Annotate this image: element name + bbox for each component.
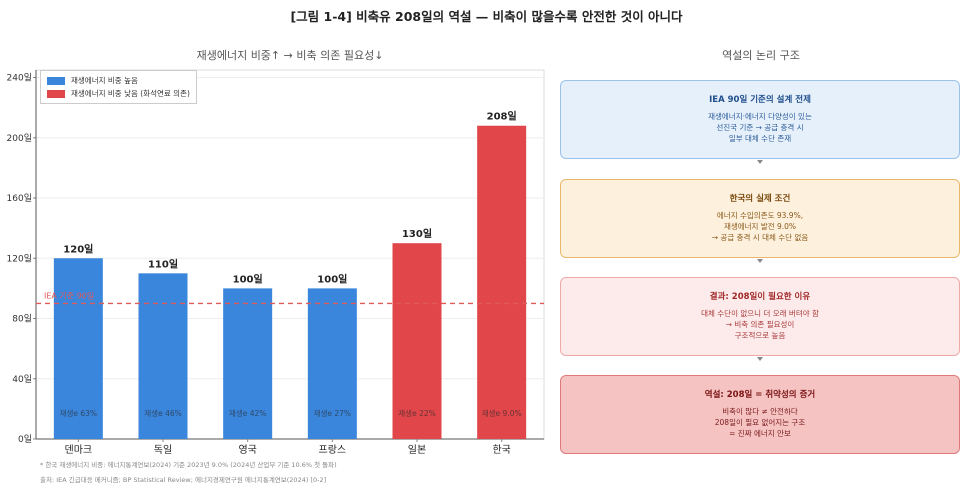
bar xyxy=(477,125,527,439)
legend-item-high: 재생에너지 비중 높음 xyxy=(47,74,190,87)
reference-line-label: IEA 기준 90일 xyxy=(44,291,94,300)
box-design-premise-line: 선진국 기준 → 공급 충격 시 xyxy=(716,123,804,132)
box-paradox: 역설: 208일 = 취약성의 증거 비축이 많다 ≠ 안전하다 208일이 필… xyxy=(560,375,960,454)
arrow-down-icon xyxy=(757,357,763,361)
legend-item-low: 재생에너지 비중 낮음 (화석연료 의존) xyxy=(47,87,190,100)
box-design-premise-line: 일부 대체 수단 존재 xyxy=(728,134,792,143)
bar-value-label: 120일 xyxy=(63,242,93,255)
y-tick-label: 200일 xyxy=(7,133,32,144)
footnote: * 한국 재생에너지 비중: 에너지통계연보(2024) 기준 2023년 9.… xyxy=(40,461,337,469)
x-tick-label: 한국 xyxy=(492,444,510,456)
box-result-line: 대체 수단이 없으니 더 오래 버텨야 함 xyxy=(701,309,819,318)
bar-inner-label: 재생e 9.0% xyxy=(482,408,522,418)
bar xyxy=(307,288,357,439)
box-design-premise-title: IEA 90일 기준의 설계 전제 xyxy=(709,95,811,105)
box-paradox-line: 비축이 많다 ≠ 안전하다 xyxy=(722,407,798,416)
y-tick-label: 120일 xyxy=(7,253,32,264)
bar xyxy=(223,288,273,439)
arrow-down-icon xyxy=(757,160,763,164)
legend-label-high: 재생에너지 비중 높음 xyxy=(71,76,138,85)
x-tick-label: 일본 xyxy=(408,444,426,456)
bar xyxy=(392,243,442,439)
box-paradox-line: 208일이 필요 없어지는 구조 xyxy=(714,418,806,427)
bar-inner-label: 재생e 22% xyxy=(398,408,435,418)
bar-inner-label: 재생e 46% xyxy=(144,408,181,418)
x-tick-label: 독일 xyxy=(154,444,172,456)
figure-title: [그림 1-4] 비축유 208일의 역설 — 비축이 많을수록 안전한 것이 … xyxy=(290,9,683,24)
bar-value-label: 208일 xyxy=(487,110,517,123)
x-tick-label: 덴마크 xyxy=(65,444,93,456)
arrow-down-icon xyxy=(757,259,763,263)
bar xyxy=(138,273,188,439)
legend-swatch-low xyxy=(47,89,65,98)
bar-value-label: 100일 xyxy=(233,272,263,285)
chart-legend: 재생에너지 비중 높음 재생에너지 비중 낮음 (화석연료 의존) xyxy=(40,70,197,104)
x-tick-label: 프랑스 xyxy=(319,444,347,456)
y-tick-label: 40일 xyxy=(12,374,32,385)
y-tick-label: 0일 xyxy=(18,434,32,445)
y-tick-label: 80일 xyxy=(12,314,32,325)
box-design-premise: IEA 90일 기준의 설계 전제 재생에너지·에너지 다양성이 있는 선진국 … xyxy=(560,80,960,159)
box-result: 결과: 208일이 필요한 이유 대체 수단이 없으니 더 오래 버텨야 함 →… xyxy=(560,277,960,356)
box-paradox-line: = 진짜 에너지 안보 xyxy=(729,429,791,438)
chart-subtitle: 재생에너지 비중↑ → 비축 의존 필요성↓ xyxy=(196,49,384,62)
box-korea-conditions-title: 한국의 실제 조건 xyxy=(729,194,791,204)
box-korea-conditions-line: → 공급 충격 시 대체 수단 없음 xyxy=(711,233,809,242)
bar-value-label: 110일 xyxy=(148,257,178,270)
bar-inner-label: 재생e 42% xyxy=(229,408,266,418)
y-tick-label: 240일 xyxy=(7,73,32,84)
bar-inner-label: 재생e 27% xyxy=(314,408,351,418)
box-korea-conditions: 한국의 실제 조건 에너지 수입의존도 93.9%, 재생에너지 발전 9.0%… xyxy=(560,179,960,258)
box-korea-conditions-line: 재생에너지 발전 9.0% xyxy=(723,222,797,231)
plot-frame xyxy=(35,69,545,440)
box-design-premise-line: 재생에너지·에너지 다양성이 있는 xyxy=(708,112,812,121)
diagram-subtitle: 역설의 논리 구조 xyxy=(722,49,800,62)
bar-value-label: 130일 xyxy=(402,227,432,240)
x-tick-label: 영국 xyxy=(238,444,256,456)
source-note: 출처: IEA 긴급대응 메커니즘; BP Statistical Review… xyxy=(40,476,327,484)
box-korea-conditions-line: 에너지 수입의존도 93.9%, xyxy=(716,211,804,220)
box-result-title: 결과: 208일이 필요한 이유 xyxy=(709,292,811,302)
box-result-line: → 비축 의존 필요성이 xyxy=(725,320,795,329)
y-tick-label: 160일 xyxy=(7,193,32,204)
bar xyxy=(53,258,103,439)
box-paradox-title: 역설: 208일 = 취약성의 증거 xyxy=(704,390,816,400)
bar-value-label: 100일 xyxy=(317,272,347,285)
legend-swatch-high xyxy=(47,76,65,85)
legend-label-low: 재생에너지 비중 낮음 (화석연료 의존) xyxy=(71,89,190,98)
box-result-line: 구조적으로 높음 xyxy=(734,331,786,340)
bar-inner-label: 재생e 63% xyxy=(60,408,97,418)
